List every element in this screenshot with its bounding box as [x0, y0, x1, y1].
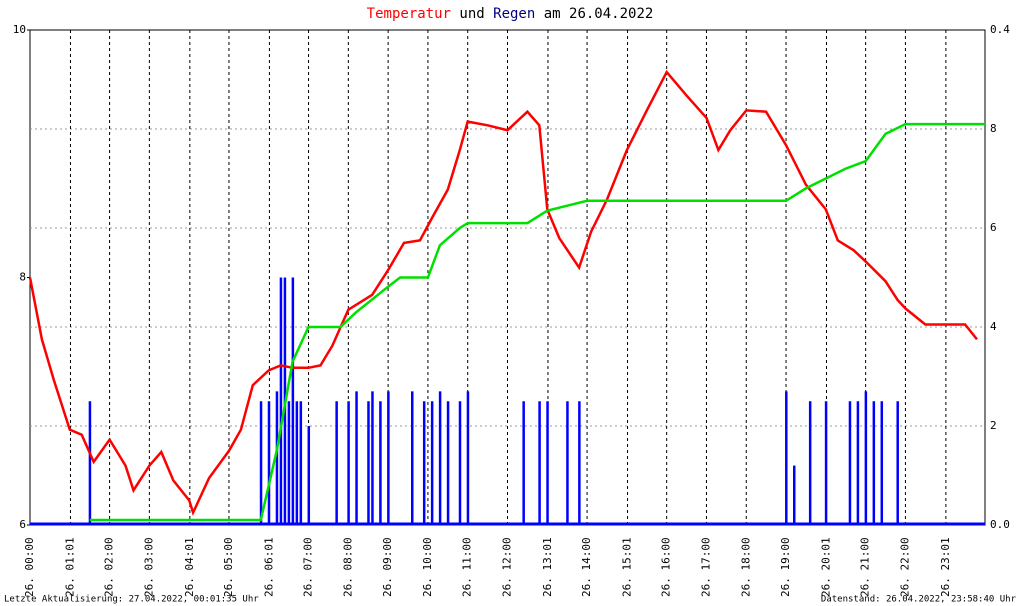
y2-tick-label: 0.4 [990, 23, 1010, 36]
bar [872, 401, 876, 525]
bar [880, 401, 884, 525]
x-tick-label: 26. 04:01 [183, 537, 196, 597]
bar [466, 391, 470, 525]
bar [88, 401, 92, 525]
x-tick-label: 26. 16:00 [660, 537, 673, 597]
x-tick-label: 26. 23:01 [939, 537, 952, 597]
title-part: Regen [493, 6, 535, 22]
y-tick-label: 10 [13, 23, 26, 36]
x-tick-label: 26. 18:00 [739, 537, 752, 597]
y-tick-label: 8 [19, 271, 26, 284]
x-tick-label: 26. 02:00 [103, 537, 116, 597]
bar [275, 391, 279, 525]
x-tick-label: 26. 11:00 [461, 537, 474, 597]
bar [808, 401, 812, 525]
y2-tick-label: 8 [990, 122, 997, 135]
bar [411, 391, 414, 525]
bar [824, 401, 828, 525]
bar [458, 401, 462, 525]
bar [522, 401, 525, 525]
bar [259, 401, 263, 525]
x-tick-label: 26. 12:00 [501, 537, 514, 597]
y2-tick-label: 4 [990, 320, 997, 333]
bar [546, 401, 549, 525]
bar [355, 391, 358, 525]
bar [856, 401, 860, 525]
bar [422, 401, 426, 525]
x-tick-label: 26. 20:01 [819, 537, 832, 597]
footer-right: Datenstand: 26.04.2022, 23:58:40 Uhr [821, 595, 1017, 605]
bar [347, 401, 350, 525]
bar [267, 401, 271, 525]
title-part: Temperatur [367, 6, 451, 22]
line-series [28, 69, 978, 517]
bar [287, 401, 291, 525]
x-tick-label: 26. 19:00 [779, 537, 792, 597]
bar [291, 277, 295, 525]
bar [896, 401, 899, 525]
bar [864, 391, 868, 525]
x-tick-label: 26. 06:01 [262, 537, 275, 597]
bar [446, 401, 450, 525]
y2-tick-label: 0.0 [990, 518, 1010, 531]
bar [438, 391, 442, 525]
x-tick-label: 26. 08:00 [341, 537, 354, 597]
x-tick-label: 26. 17:00 [699, 537, 712, 597]
bar [387, 391, 390, 525]
title-part: und [459, 6, 484, 22]
y-tick-label: 6 [19, 518, 26, 531]
bar [785, 391, 788, 525]
y2-tick-label: 6 [990, 221, 997, 234]
bar [307, 426, 311, 525]
bar [379, 401, 382, 525]
x-tick-label: 26. 05:00 [222, 537, 235, 597]
bar [793, 465, 796, 525]
x-tick-label: 26. 14:00 [580, 537, 593, 597]
x-tick-label: 26. 10:00 [421, 537, 434, 597]
x-tick-label: 26. 03:00 [142, 537, 155, 597]
bar [367, 401, 370, 525]
x-tick-label: 26. 13:01 [541, 537, 554, 597]
x-tick-label: 26. 00:00 [23, 537, 36, 597]
x-tick-label: 26. 15:01 [621, 537, 634, 597]
bar [335, 401, 338, 525]
bar [430, 401, 434, 525]
x-tick-label: 26. 09:00 [381, 537, 394, 597]
title-part: am 26.04.2022 [544, 6, 654, 22]
line-series [89, 122, 985, 522]
x-tick-label: 26. 21:00 [859, 537, 872, 597]
y2-tick-label: 2 [990, 419, 997, 432]
bar [279, 277, 283, 525]
x-tick-label: 26. 07:00 [302, 537, 315, 597]
footer-left: Letzte Aktualisierung: 27.04.2022, 00:01… [4, 595, 259, 605]
bar [371, 391, 374, 525]
bar [538, 401, 541, 525]
bar [566, 401, 569, 525]
x-tick-label: 26. 01:01 [63, 537, 76, 597]
bar [299, 401, 303, 525]
bar [848, 401, 852, 525]
bar [295, 401, 299, 525]
bar [578, 401, 581, 525]
chart-title: Temperatur und Regen am 26.04.2022 [367, 6, 654, 22]
x-tick-label: 26. 22:00 [898, 537, 911, 597]
